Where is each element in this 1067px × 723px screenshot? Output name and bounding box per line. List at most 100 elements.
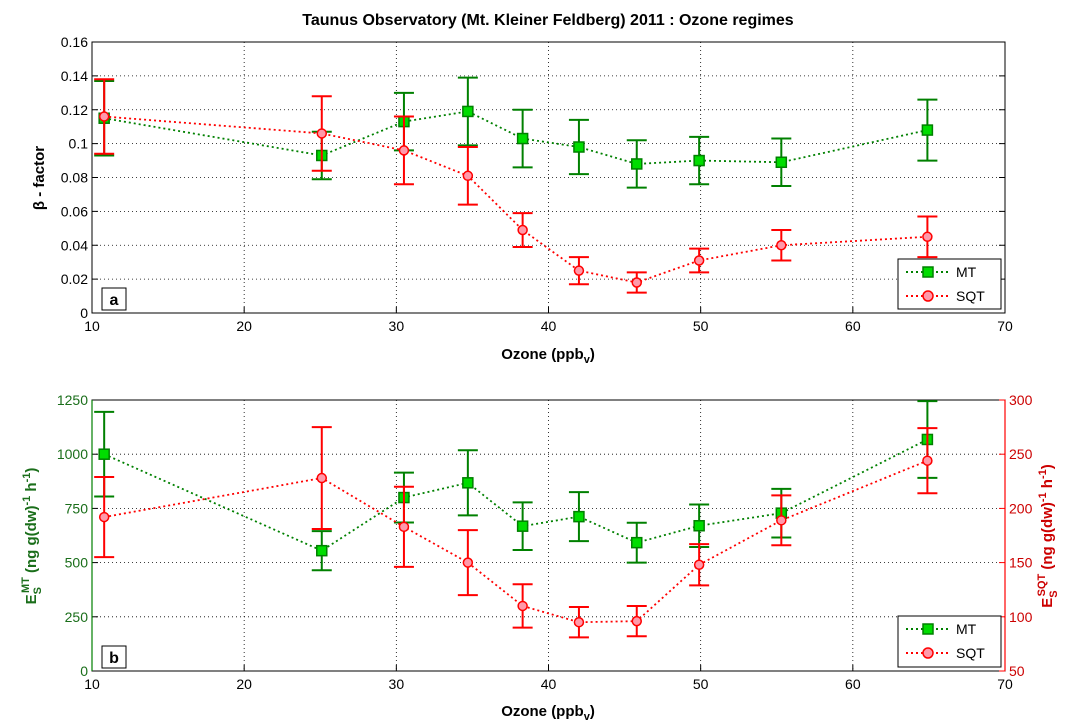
y-axis-label-a: β - factor [31, 146, 48, 210]
x-tick-label: 40 [541, 318, 557, 334]
data-point-sqt [693, 559, 705, 571]
data-point-sqt [693, 255, 705, 266]
y-tick-label: 0 [80, 663, 88, 679]
series-line-sqt [104, 459, 928, 624]
data-point-sqt [98, 511, 110, 523]
x-tick-label: 60 [845, 676, 861, 692]
data-point-mt [462, 105, 474, 118]
y-tick-label-right: 50 [1009, 663, 1025, 679]
y-tick-label-right: 200 [1009, 500, 1033, 516]
y-tick-label: 0.02 [61, 271, 88, 287]
data-point-mt [921, 124, 934, 136]
data-point-mt [516, 520, 529, 532]
x-tick-label: 70 [997, 318, 1013, 334]
data-point-mt [693, 154, 705, 167]
grid-a [92, 42, 1005, 313]
data-point-mt [573, 141, 585, 153]
y-tick-label: 500 [65, 555, 89, 571]
data-point-sqt [631, 277, 643, 288]
panel-label-a-box [101, 287, 127, 311]
x-tick-label: 30 [389, 318, 405, 334]
legend-marker-sqt-b [922, 647, 934, 659]
plot-area-a [94, 76, 938, 294]
data-point-mt [693, 519, 705, 532]
series-line-mt [103, 438, 928, 552]
series-line-mt [104, 110, 928, 165]
y-tick-label: 0.14 [61, 68, 88, 84]
data-point-sqt [776, 515, 787, 526]
y-tick-label-right: 150 [1009, 555, 1033, 571]
legend-label-sqt-b: SQT [956, 645, 985, 661]
legend-a: MT SQT [897, 258, 1002, 310]
panel-a: 10 20 30 40 50 60 70 0 0.02 0.04 0.06 0.08 0.1 0.12 0.… [31, 34, 1013, 366]
y-axis-label-right-b: ESSQT (ng g(dw)-1 h-1) [1036, 464, 1060, 608]
y-tick-label: 1250 [57, 392, 88, 408]
data-point-sqt [316, 472, 328, 484]
x-tick-label: 20 [236, 318, 252, 334]
legend-marker-mt-b [922, 623, 934, 635]
x-tick-label: 40 [541, 676, 557, 692]
data-point-sqt [398, 521, 410, 533]
y-tick-label-right: 250 [1009, 446, 1033, 462]
series-mt-a [94, 76, 938, 189]
y-tick-label: 0.12 [61, 102, 88, 118]
data-point-sqt [98, 111, 110, 122]
data-point-mt [631, 158, 643, 170]
series-sqt-b [94, 426, 938, 639]
y-axis-label-left-b: ESMT (ng g(dw)-1 h-1) [20, 468, 44, 605]
data-point-mt [775, 156, 788, 169]
y-tick-label: 0.16 [61, 34, 88, 50]
y-tick-label: 0.04 [61, 237, 88, 253]
x-tick-label: 50 [693, 318, 709, 334]
data-point-mt [573, 510, 585, 523]
data-point-mt [98, 448, 110, 460]
data-point-sqt [573, 616, 585, 628]
data-point-sqt [517, 600, 528, 612]
x-tick-label: 60 [845, 318, 861, 334]
legend-b: MT SQT [897, 615, 1002, 668]
grid-b [92, 400, 1005, 671]
x-tick-label: 50 [693, 676, 709, 692]
legend-label-mt-b: MT [956, 621, 977, 637]
chart-title: Taunus Observatory (Mt. Kleiner Feldberg… [302, 12, 793, 29]
x-tick-label: 30 [389, 676, 405, 692]
y-tick-label-right: 300 [1009, 392, 1033, 408]
y-tick-label-right: 100 [1009, 609, 1033, 625]
data-point-sqt [462, 557, 474, 568]
x-tick-label: 70 [997, 676, 1013, 692]
data-point-sqt [922, 231, 933, 243]
data-point-mt [631, 536, 643, 549]
series-sqt-a [94, 78, 938, 294]
legend-label-sqt-a: SQT [956, 288, 985, 304]
data-point-sqt [462, 170, 474, 182]
ticks-a: 10 20 30 40 50 60 70 0 0.02 0.04 0.06 0.08 0.1 0.12 0.… [61, 34, 1013, 334]
y-tick-label: 1000 [57, 446, 88, 462]
y-tick-label: 0.1 [69, 136, 89, 152]
legend-marker-mt-a [922, 266, 934, 278]
data-point-sqt [517, 224, 528, 236]
data-point-sqt [631, 615, 643, 627]
x-tick-label: 10 [84, 676, 100, 692]
data-point-mt [516, 132, 529, 145]
legend-marker-sqt-a [922, 290, 934, 302]
y-tick-label: 750 [65, 500, 89, 516]
data-point-sqt [922, 455, 933, 466]
x-tick-label: 10 [84, 318, 100, 334]
y-tick-label: 0.06 [61, 203, 88, 219]
x-axis-label-a: Ozone (ppbv) [501, 346, 595, 366]
legend-label-mt-a: MT [956, 264, 977, 280]
data-point-sqt [776, 240, 787, 251]
data-point-sqt [316, 128, 328, 139]
panel-b: 10 20 30 40 50 60 70 0 250 500 750 1000 1250 50 100 150… [20, 392, 1060, 723]
x-tick-label: 20 [236, 676, 252, 692]
y-tick-label: 0 [80, 305, 88, 321]
x-axis-label-b: Ozone (ppbv) [501, 703, 595, 723]
panel-label-b: b [109, 650, 119, 667]
plot-area-b [94, 400, 938, 639]
data-point-mt [316, 544, 328, 557]
y-tick-label: 250 [65, 609, 89, 625]
data-point-sqt [573, 265, 585, 276]
data-point-sqt [398, 145, 410, 156]
y-tick-label: 0.08 [61, 170, 88, 186]
